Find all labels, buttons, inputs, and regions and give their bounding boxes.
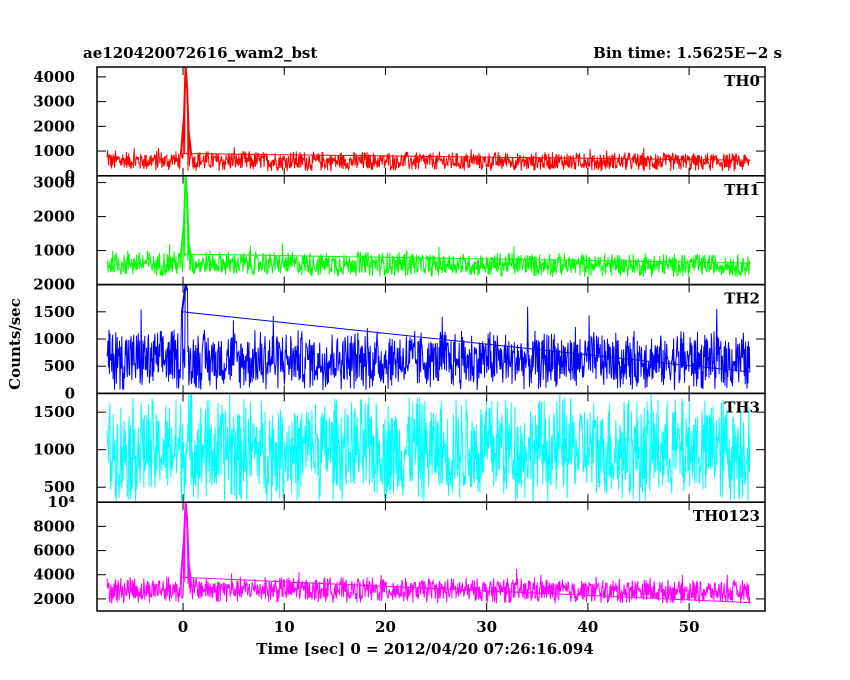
y-tick-label: 0 [65,167,75,185]
x-tick-label: 50 [679,618,700,636]
y-tick-label: 1000 [33,142,75,160]
series-line-th0123 [106,501,751,604]
y-tick-label: 0 [65,276,75,294]
y-tick-label: 3000 [33,93,75,111]
burst-peak-th0123 [180,502,193,585]
series-line-th0 [106,66,751,172]
y-tick-label: 1500 [33,403,75,421]
x-tick-label: 20 [375,618,396,636]
burst-peak-th1 [180,175,193,258]
series-line-th2 [106,284,751,391]
plot-title: ae120420072616_wam2_bst [83,44,318,62]
y-tick-label: 2000 [33,208,75,226]
y-tick-label: 4000 [33,68,75,86]
y-tick-label: 0 [65,384,75,402]
bin-time-label: Bin time: 1.5625E−2 s [593,44,782,62]
x-axis-label-text: Time [sec] 0 = 2012/04/20 07:26:16.094 [256,640,594,658]
x-tick-label: 10 [274,618,295,636]
x-tick-label: 40 [577,618,598,636]
panel-label-th3: TH3 [724,398,760,416]
panel-label-th0: TH0 [724,72,760,90]
y-tick-label: 1000 [33,330,75,348]
panel-frame-th0123 [96,501,766,612]
y-tick-label: 3000 [33,174,75,192]
y-tick-label: 2000 [33,276,75,294]
y-tick-label: 4000 [33,566,75,584]
panel-label-th0123: TH0123 [693,507,760,525]
y-tick-label: 8000 [33,517,75,535]
burst-peak-th0 [180,66,193,154]
panel-label-th1: TH1 [724,181,760,199]
y-tick-label: 6000 [33,542,75,560]
x-tick-label: 0 [178,618,188,636]
panel-label-th2: TH2 [724,290,760,308]
series-line-th3 [106,393,751,503]
y-tick-label: 2000 [33,117,75,135]
y-tick-label: 1000 [33,441,75,459]
y-tick-label: 500 [44,357,75,375]
y-tick-label: 1500 [33,303,75,321]
y-tick-label: 10⁴ [48,493,76,511]
x-tick-label: 30 [476,618,497,636]
x-axis-label: Time [sec] 0 = 2012/04/20 07:26:16.094 [0,640,850,658]
y-tick-label: 1000 [33,242,75,260]
series-line-th1 [106,175,751,278]
y-tick-label: 500 [44,478,75,496]
y-tick-label: 2000 [33,590,75,608]
